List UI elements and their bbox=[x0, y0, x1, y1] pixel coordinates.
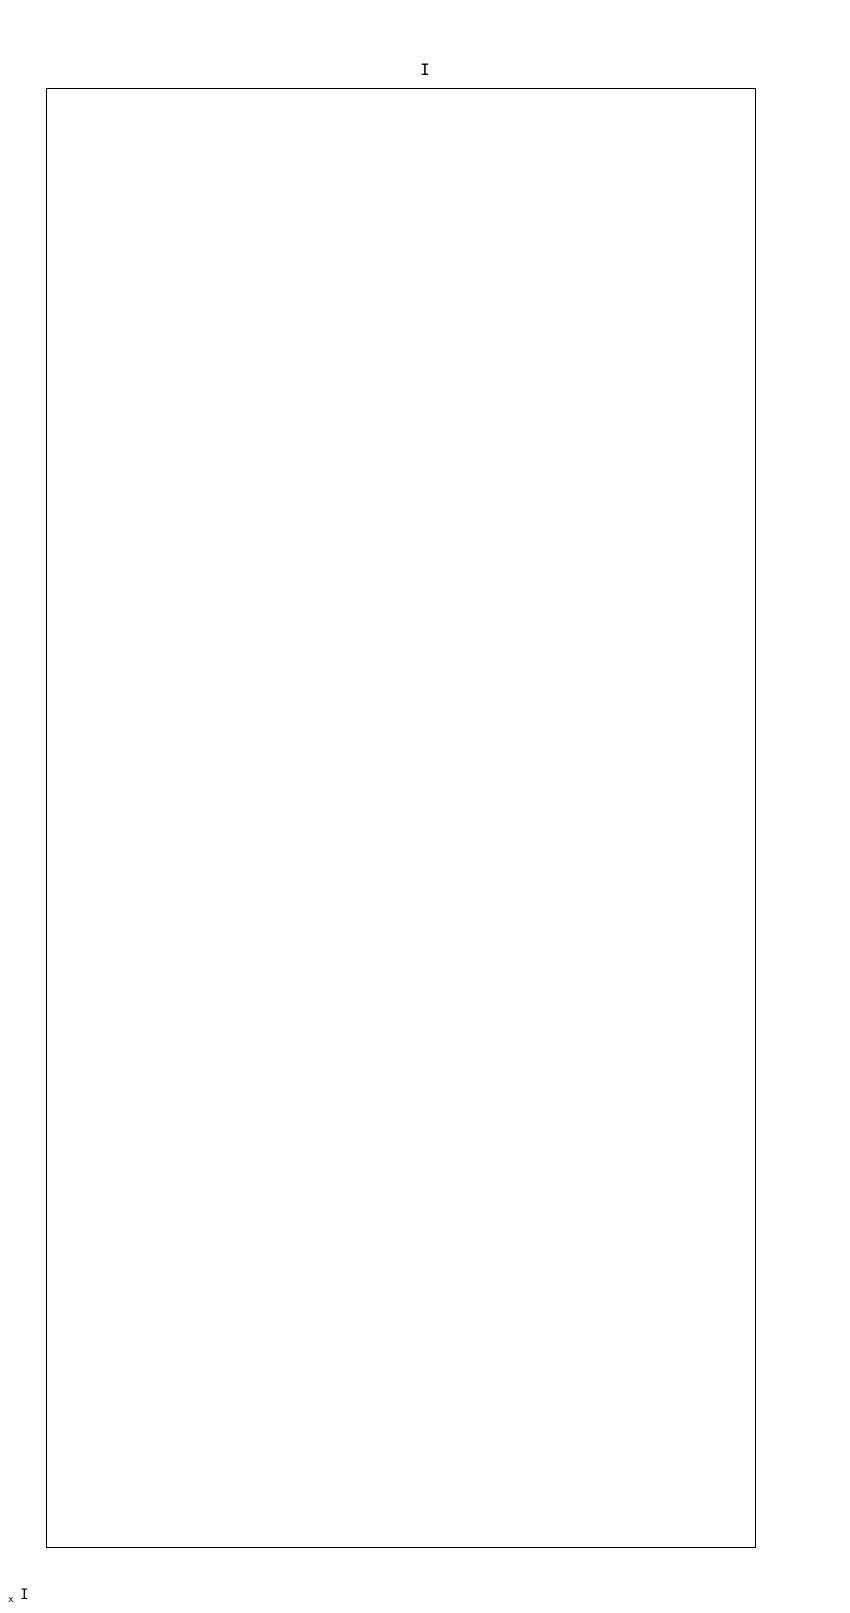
trace-svg bbox=[47, 89, 755, 1547]
seismogram-container: I x I bbox=[0, 0, 850, 1613]
footer-scale: x I bbox=[8, 1587, 29, 1605]
scale-indicator: I bbox=[0, 60, 850, 79]
plot-area bbox=[46, 88, 756, 1548]
